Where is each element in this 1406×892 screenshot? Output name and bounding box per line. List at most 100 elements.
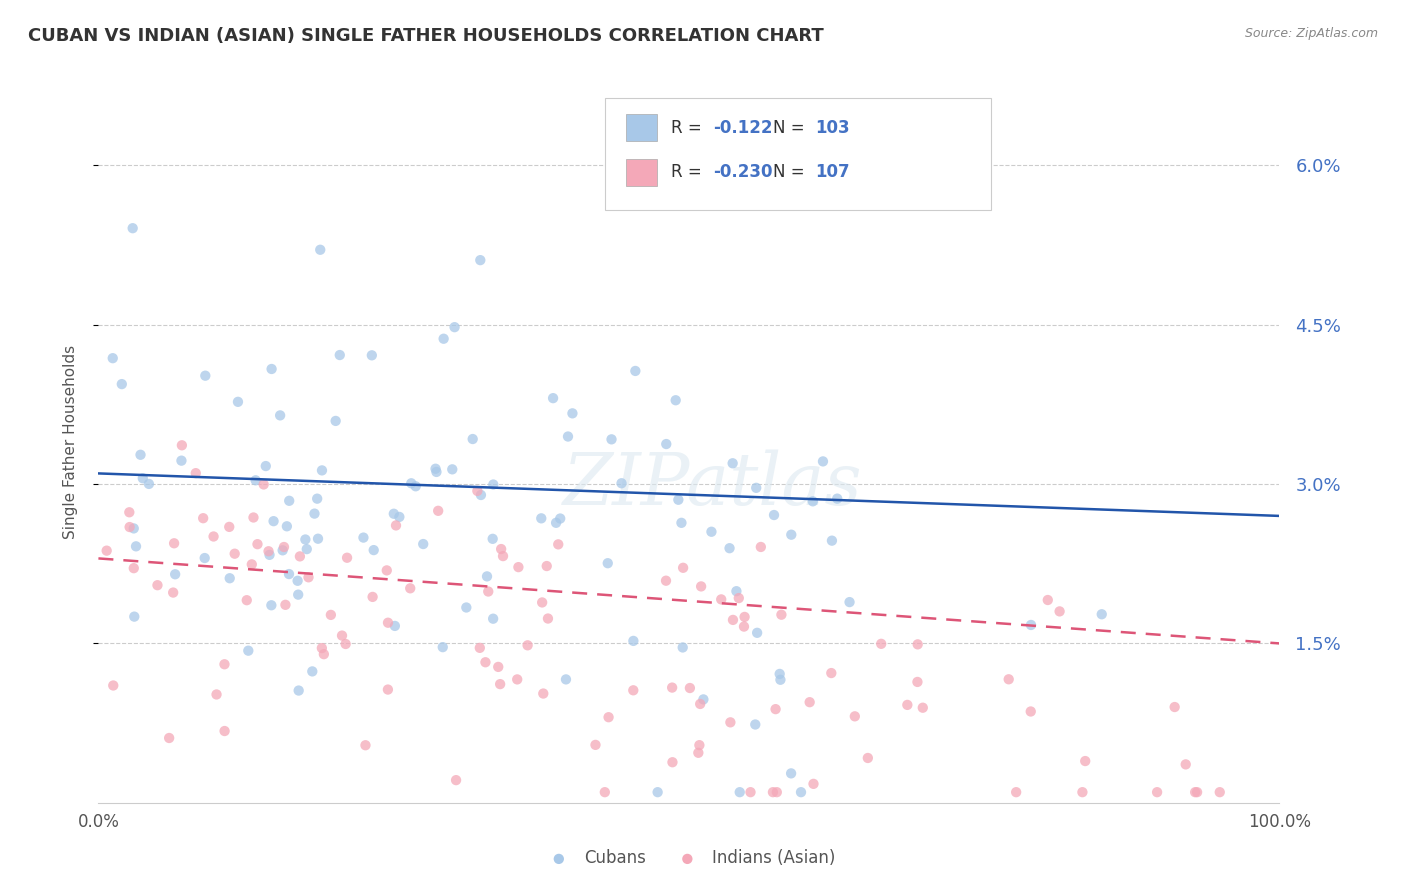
Point xyxy=(297,570,319,584)
Point xyxy=(596,556,619,570)
Point xyxy=(672,561,695,575)
Point xyxy=(721,613,744,627)
Point xyxy=(762,785,785,799)
Point xyxy=(482,477,505,491)
Point xyxy=(546,516,568,530)
Point xyxy=(253,477,276,491)
Point xyxy=(799,695,821,709)
Point xyxy=(803,777,825,791)
Point xyxy=(311,463,333,477)
Point xyxy=(202,529,225,543)
Point xyxy=(896,698,918,712)
Point xyxy=(425,465,447,479)
Point xyxy=(278,567,301,582)
Point xyxy=(475,569,498,583)
Point xyxy=(907,675,929,690)
Point xyxy=(118,505,141,519)
Point xyxy=(388,509,411,524)
Point xyxy=(467,483,489,498)
Point xyxy=(765,702,787,716)
Point xyxy=(294,533,316,547)
Point xyxy=(325,414,347,428)
Point xyxy=(205,688,228,702)
Point xyxy=(412,537,434,551)
Point xyxy=(1049,604,1071,618)
Point xyxy=(470,488,492,502)
Point xyxy=(557,429,579,443)
Text: Source: ZipAtlas.com: Source: ZipAtlas.com xyxy=(1244,27,1378,40)
Point xyxy=(287,588,309,602)
Point xyxy=(692,692,714,706)
Point xyxy=(655,574,678,588)
Point xyxy=(718,541,741,556)
Point xyxy=(689,697,711,711)
Point xyxy=(655,437,678,451)
Point xyxy=(530,511,553,525)
Point xyxy=(598,710,620,724)
Point xyxy=(245,473,267,487)
Text: 103: 103 xyxy=(815,119,851,136)
Text: R =: R = xyxy=(671,163,707,181)
Point xyxy=(780,766,803,780)
Point xyxy=(610,476,633,491)
Point xyxy=(555,673,578,687)
Point xyxy=(1209,785,1232,799)
Point xyxy=(242,510,264,524)
Point xyxy=(733,619,755,633)
Point xyxy=(260,599,283,613)
Point xyxy=(111,377,134,392)
Point xyxy=(721,456,744,470)
Text: -0.230: -0.230 xyxy=(713,163,772,181)
Point xyxy=(838,595,860,609)
Point xyxy=(1005,785,1028,799)
Point xyxy=(506,673,529,687)
Point xyxy=(278,493,301,508)
Point xyxy=(997,673,1019,687)
Point xyxy=(585,738,607,752)
Point xyxy=(547,537,569,551)
Point xyxy=(193,511,215,525)
Point xyxy=(330,629,353,643)
Point xyxy=(276,519,298,533)
Point xyxy=(304,507,326,521)
Point xyxy=(541,391,564,405)
Point xyxy=(856,751,879,765)
Point xyxy=(138,477,160,491)
Point xyxy=(361,590,384,604)
Point xyxy=(765,785,787,799)
Point xyxy=(672,640,695,655)
Point xyxy=(780,527,803,541)
Point xyxy=(101,351,124,366)
Point xyxy=(218,571,240,585)
Point xyxy=(561,406,583,420)
Point xyxy=(129,448,152,462)
Text: R =: R = xyxy=(671,119,707,136)
Point xyxy=(309,243,332,257)
Point xyxy=(666,492,689,507)
Point xyxy=(194,368,217,383)
Point xyxy=(749,540,772,554)
Point xyxy=(274,598,297,612)
Point xyxy=(425,461,447,475)
Point xyxy=(489,677,512,691)
Point xyxy=(170,438,193,452)
Point xyxy=(763,508,786,522)
Point xyxy=(432,640,454,655)
Text: CUBAN VS INDIAN (ASIAN) SINGLE FATHER HOUSEHOLDS CORRELATION CHART: CUBAN VS INDIAN (ASIAN) SINGLE FATHER HO… xyxy=(28,27,824,45)
Point xyxy=(218,520,240,534)
Point xyxy=(621,683,644,698)
Point xyxy=(769,673,792,687)
Point xyxy=(363,543,385,558)
Point xyxy=(1071,785,1094,799)
Point xyxy=(214,657,236,672)
Point xyxy=(125,539,148,553)
Point xyxy=(747,625,769,640)
Point xyxy=(769,667,792,681)
Point xyxy=(157,731,180,745)
Point xyxy=(489,542,512,557)
Point xyxy=(477,584,499,599)
Point xyxy=(307,491,329,506)
Point xyxy=(1019,705,1042,719)
Point xyxy=(516,638,538,652)
Point xyxy=(312,647,335,661)
